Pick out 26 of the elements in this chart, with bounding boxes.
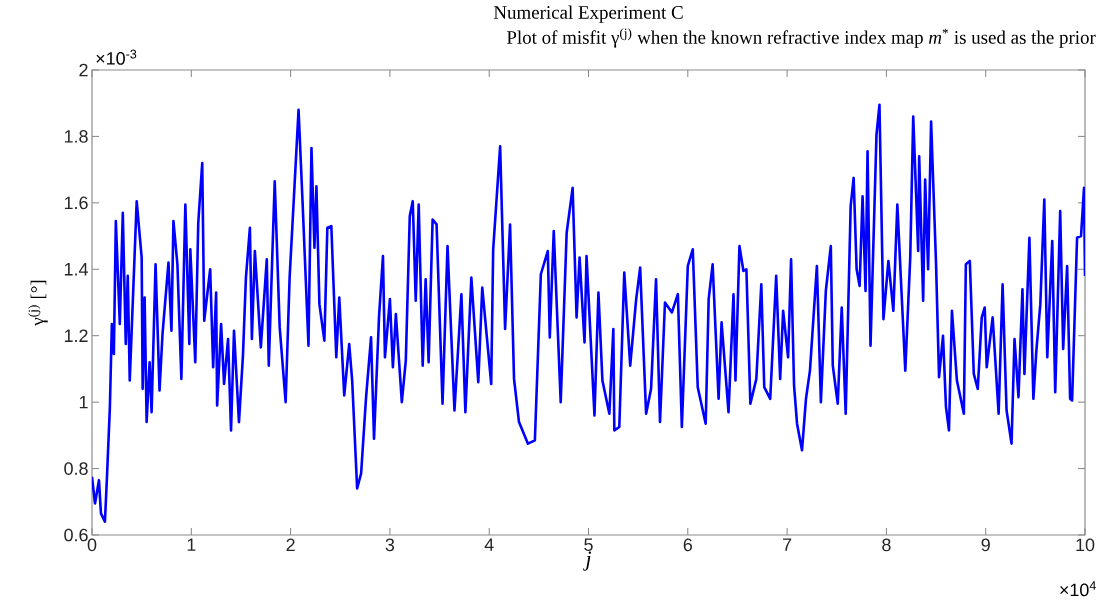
x-tick-label: 4	[484, 538, 494, 551]
x-tick-label: 1	[187, 538, 196, 551]
y-tick-label: 2	[79, 63, 88, 77]
y-tick-label: 0.8	[64, 462, 88, 475]
y-tick-label: 1.8	[64, 130, 88, 143]
x-tick-label: 8	[882, 538, 891, 552]
x-tick-label: 10	[1076, 538, 1095, 552]
chart-subtitle: Plot of misfit γ$^{(j)}$ when the known refractive index map m$^{*}$ is used as the prior	[506, 28, 1096, 48]
x-tick-label: 6	[683, 538, 693, 552]
x-tick-label: 7	[783, 538, 792, 551]
y-tick-label: 1.2	[64, 329, 88, 342]
x-tick-label: 0	[87, 538, 97, 552]
y-tick-label: 1.6	[64, 196, 88, 210]
x-tick-label: 5	[584, 538, 593, 552]
x-axis-title: j	[583, 551, 592, 571]
line-series	[92, 103, 1086, 523]
y-tick-label: 1.4	[64, 263, 88, 276]
text: ×10$^{4}$	[1060, 581, 1096, 597]
x-tick-label: 9	[981, 538, 990, 552]
y-tick-label: 0.6	[64, 528, 88, 542]
x-tick-label: 2	[286, 538, 295, 552]
x-tick-label: 3	[385, 538, 395, 552]
y-axis-title: γ$^{(j)}$ [°]	[28, 280, 48, 326]
chart-title: Numerical Experiment C	[493, 5, 683, 23]
text: ×10$^{-3}$	[96, 49, 137, 65]
y-tick-label: 1	[79, 395, 88, 409]
